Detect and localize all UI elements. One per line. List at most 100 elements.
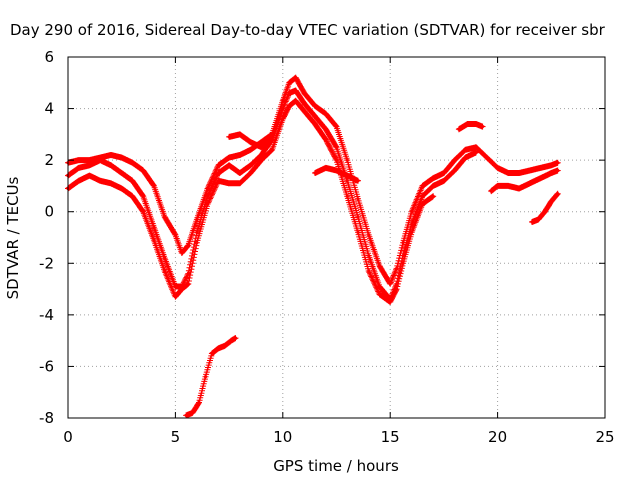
x-tick-label: 10 [273, 428, 292, 446]
data-point [259, 140, 263, 144]
data-point [227, 163, 231, 167]
y-tick-label: 0 [44, 203, 54, 221]
data-point [163, 215, 167, 219]
y-tick-label: -4 [39, 306, 54, 324]
data-point [259, 153, 263, 157]
data-point [248, 148, 253, 152]
series-8 [529, 190, 561, 225]
data-point [556, 168, 560, 173]
data-point [334, 145, 339, 149]
data-point [216, 163, 220, 167]
data-point [410, 230, 414, 234]
data-point [313, 122, 317, 126]
data-point [474, 122, 478, 126]
chart-title: Day 290 of 2016, Sidereal Day-to-day VTE… [10, 21, 606, 39]
data-point [530, 220, 534, 224]
data-point [120, 186, 124, 191]
data-point [87, 174, 92, 178]
data-point [496, 166, 500, 170]
data-point [463, 148, 467, 152]
data-point [377, 292, 382, 296]
data-point [109, 153, 113, 157]
series-2 [65, 97, 437, 305]
data-point [184, 413, 188, 418]
y-axis: -8 -6 -4 -2 0 2 4 6 [39, 48, 605, 427]
data-point [206, 202, 210, 206]
data-point [180, 287, 184, 291]
data-point [528, 168, 532, 173]
data-point [216, 346, 220, 350]
data-point [356, 197, 360, 201]
data-point [480, 125, 485, 129]
data-point [87, 158, 92, 162]
x-axis-title: GPS time / hours [273, 457, 399, 475]
data-point [324, 112, 328, 116]
data-point [489, 189, 493, 193]
data-point [130, 194, 135, 198]
data-point [141, 210, 145, 214]
data-point [410, 210, 414, 214]
data-point [474, 145, 478, 149]
data-point [210, 351, 214, 356]
data-point [538, 176, 543, 180]
data-point [345, 194, 349, 198]
data-point [431, 184, 435, 188]
data-point [324, 127, 328, 131]
data-point [287, 91, 291, 95]
data-point [223, 344, 227, 348]
data-point [141, 168, 145, 173]
data-point [197, 400, 201, 405]
y-tick-label: 6 [44, 48, 54, 66]
data-point [543, 210, 547, 214]
data-point [556, 161, 560, 165]
series-3 [183, 335, 239, 419]
data-point [367, 233, 371, 237]
data-point [281, 117, 285, 121]
data-point [109, 181, 113, 185]
series-0 [65, 74, 561, 287]
grid [68, 57, 605, 418]
data-point [457, 127, 461, 131]
data-point [313, 104, 317, 108]
data-point [463, 155, 467, 160]
data-point [442, 171, 446, 175]
series-trace [312, 164, 361, 184]
data-point [388, 282, 392, 286]
data-point [313, 171, 317, 175]
data-point [195, 241, 199, 245]
data-point [517, 171, 521, 175]
data-point [248, 163, 253, 167]
data-point [302, 91, 306, 95]
data-point [313, 114, 317, 118]
plot-frame [67, 56, 606, 419]
data-point [356, 179, 360, 183]
data-point [453, 158, 457, 162]
data-point [528, 181, 532, 185]
data-point [420, 202, 425, 206]
data-point [186, 282, 190, 286]
data-point [163, 269, 167, 273]
data-point [259, 145, 263, 149]
data-point [120, 155, 124, 160]
data-point [195, 217, 199, 222]
data-point [287, 81, 291, 85]
data-point [180, 251, 184, 255]
data-point [229, 339, 233, 343]
data-point [270, 148, 274, 152]
data-points [65, 74, 561, 419]
series-5 [312, 164, 361, 184]
x-tick-label: 5 [171, 428, 181, 446]
data-point [334, 125, 339, 129]
data-point [294, 88, 298, 93]
y-tick-label: -6 [39, 357, 54, 375]
data-point [556, 192, 560, 196]
data-point [238, 153, 242, 157]
data-point [87, 163, 92, 167]
data-point [294, 99, 298, 103]
data-point [345, 179, 349, 183]
data-point [345, 158, 349, 162]
data-point [506, 171, 510, 175]
data-point [442, 179, 446, 183]
data-point [294, 76, 298, 80]
data-point [356, 215, 360, 219]
